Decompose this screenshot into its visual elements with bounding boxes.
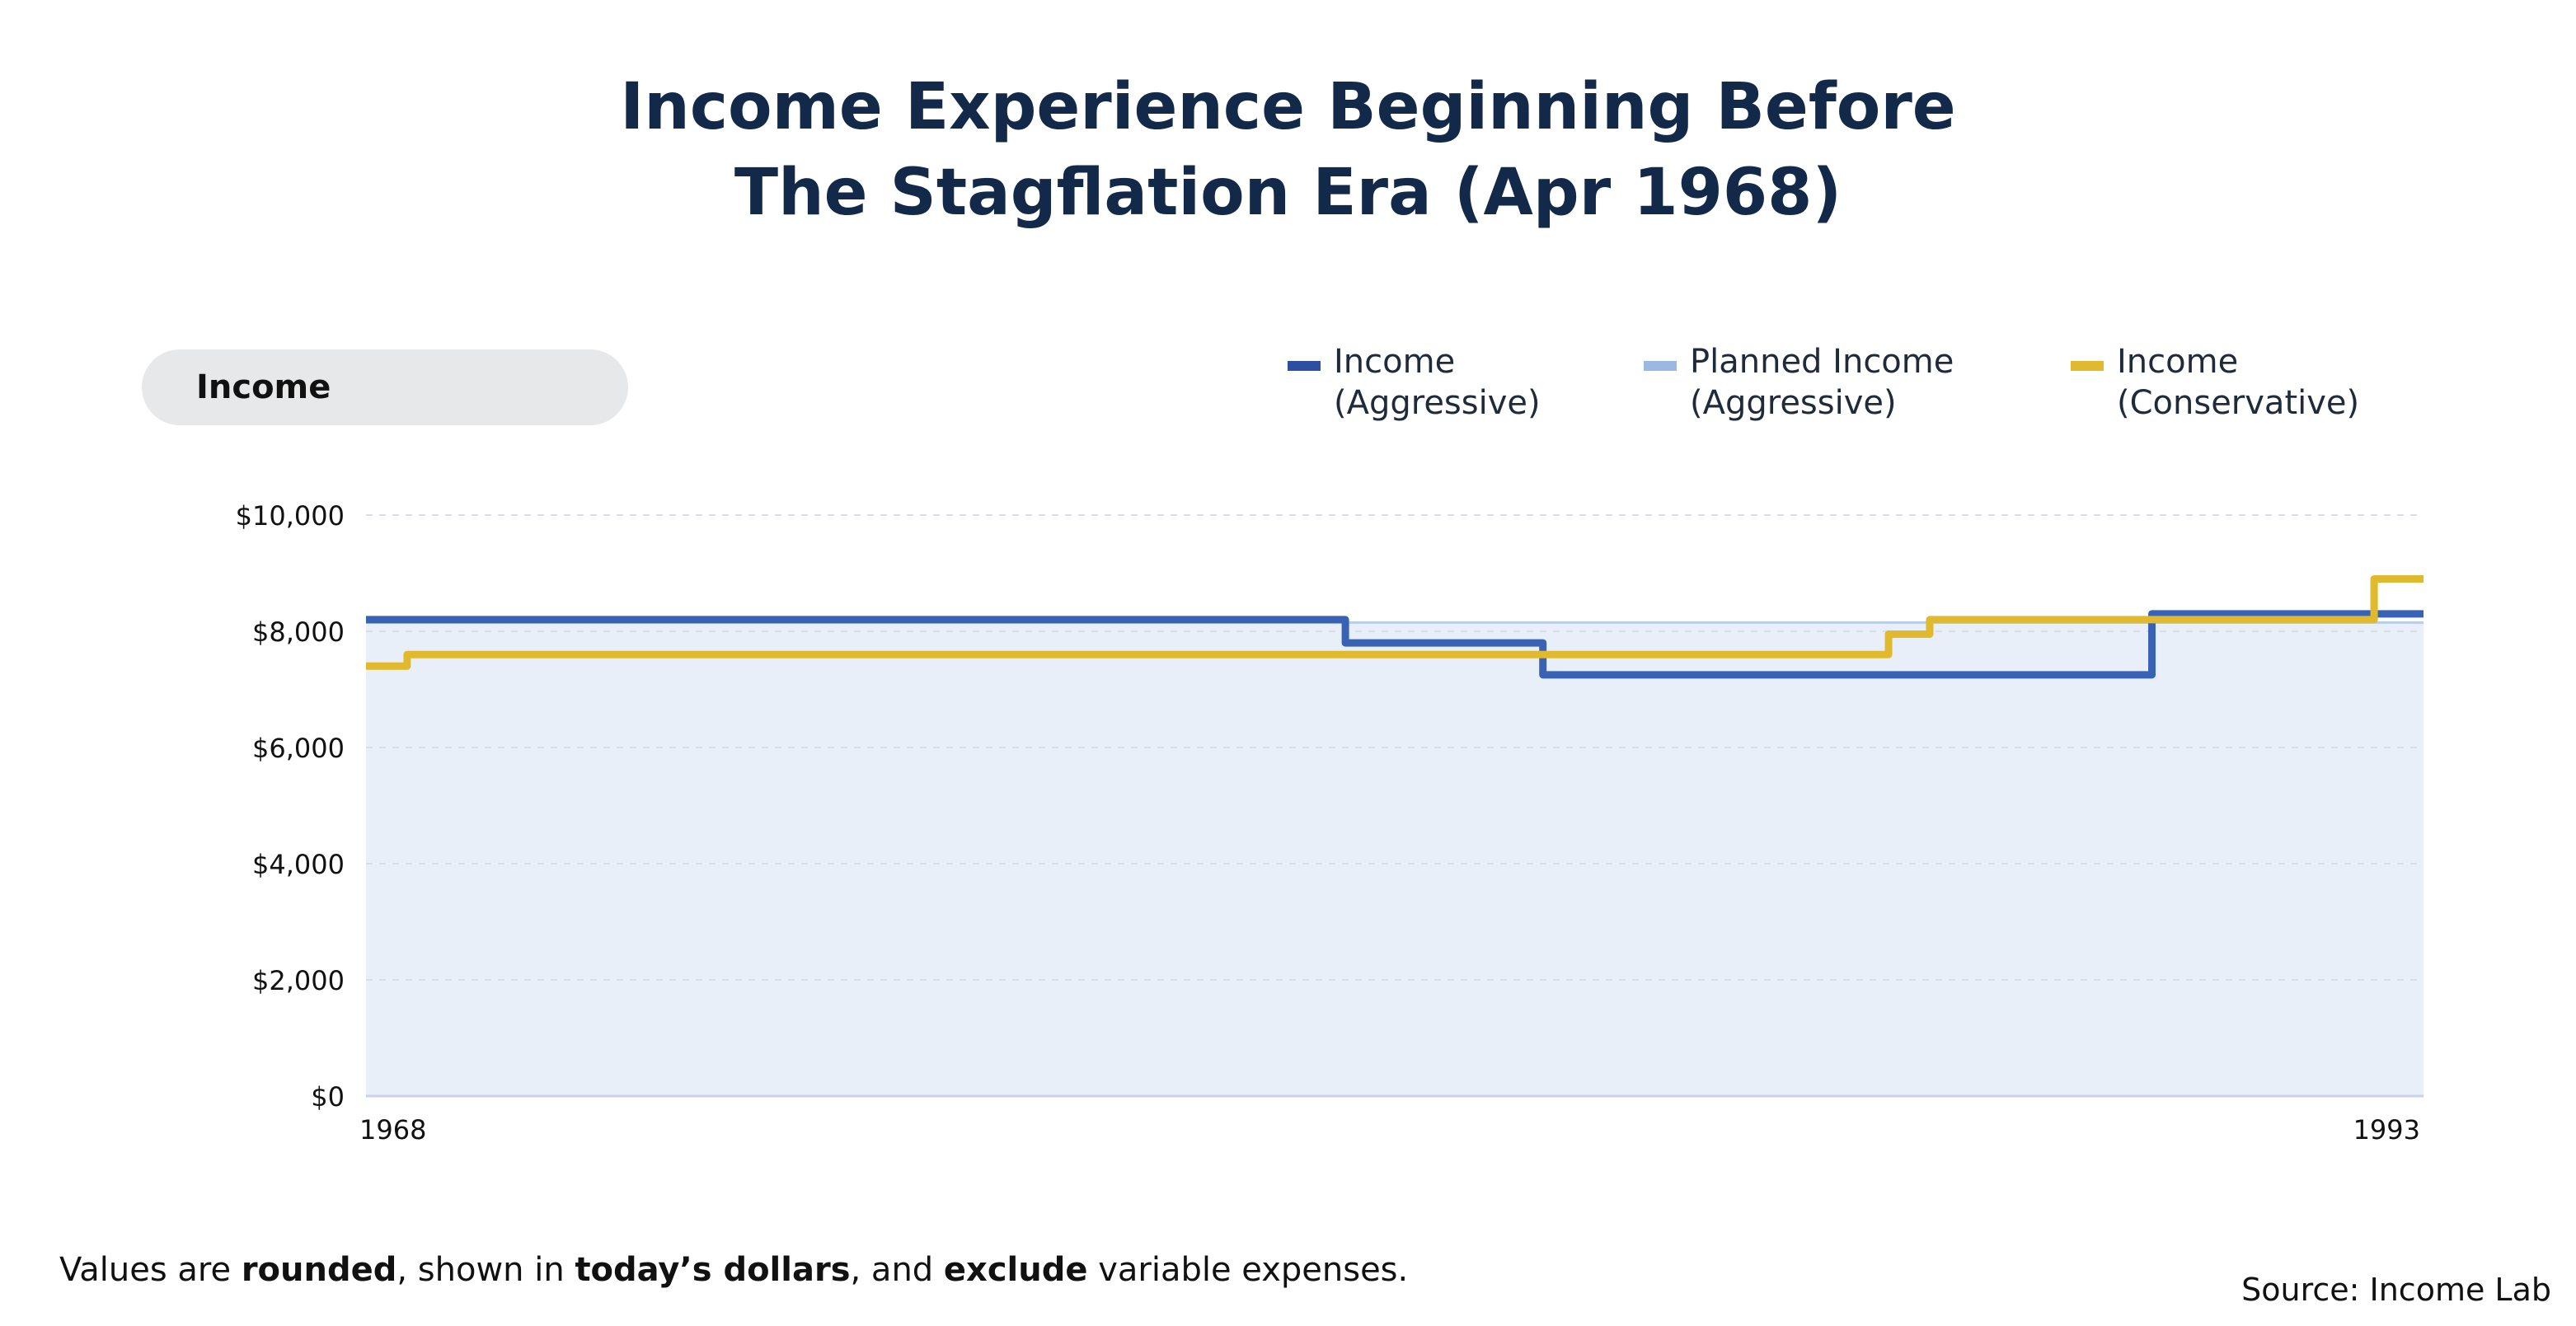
footnote: Values are rounded, shown in today’s dol… xyxy=(59,1251,1409,1289)
chart-title: Income Experience Beginning Before The S… xyxy=(0,64,2576,236)
metric-selector[interactable]: Income xyxy=(142,349,628,425)
series-line-income-aggressive xyxy=(366,610,2424,679)
source-note: Source: Income Lab xyxy=(2241,1272,2551,1308)
chart-title-line-1: Income Experience Beginning Before xyxy=(620,70,1956,144)
x-tick-label: 1993 xyxy=(2353,1114,2420,1146)
planned-income-area xyxy=(366,622,2424,1096)
legend-swatch-planned-income-aggressive xyxy=(1644,361,1677,371)
y-tick-label: $8,000 xyxy=(252,616,345,648)
legend-swatch-income-aggressive xyxy=(1288,361,1321,371)
series-line-income-conservative xyxy=(366,575,2424,670)
y-tick-label: $4,000 xyxy=(252,849,345,880)
x-tick-label: 1968 xyxy=(359,1114,426,1146)
legend-swatch-income-conservative xyxy=(2071,361,2104,371)
y-tick-label: $10,000 xyxy=(236,500,345,532)
legend-label-income-conservative: Income (Conservative) xyxy=(2117,343,2360,422)
chart-title-line-2: The Stagflation Era (Apr 1968) xyxy=(734,156,1842,230)
y-tick-label: $6,000 xyxy=(252,733,345,764)
legend-label-planned-income-aggressive: Planned Income (Aggressive) xyxy=(1690,343,1954,422)
legend-label-income-aggressive: Income (Aggressive) xyxy=(1334,343,1541,422)
metric-selector-label: Income xyxy=(196,368,331,406)
y-tick-label: $2,000 xyxy=(252,965,345,996)
y-tick-label: $0 xyxy=(311,1081,345,1113)
